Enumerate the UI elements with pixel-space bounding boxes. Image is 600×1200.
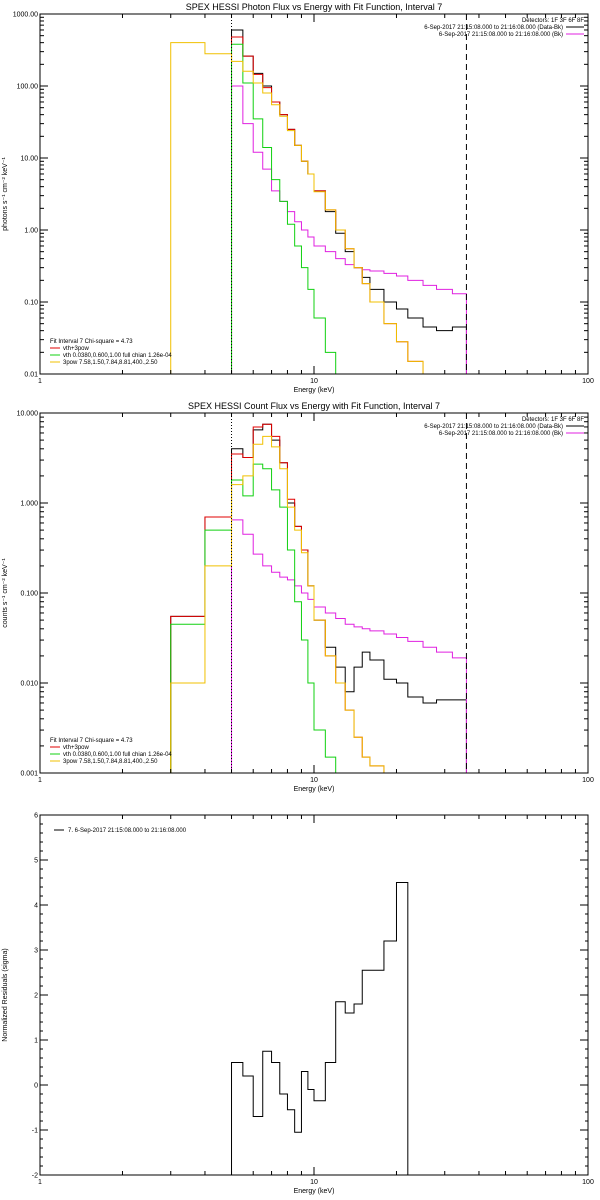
chart-title: SPEX HESSI Count Flux vs Energy with Fit…: [188, 401, 440, 411]
series-bk-line: [231, 519, 467, 773]
y-tick-label: 1.00: [24, 228, 38, 235]
y-tick-label: 3: [34, 948, 38, 955]
y-tick-label: 0.001: [20, 771, 38, 778]
fit-interval-label: Fit Interval 7 Chi-square = 4.73: [50, 738, 133, 744]
series-group: [170, 29, 467, 374]
legend-entry: 6-Sep-2017 21:15:08.000 to 21:16:08.000 …: [439, 431, 563, 437]
legend-entry: 6-Sep-2017 21:15:08.000 to 21:16:08.000 …: [424, 424, 563, 430]
legend-entry: 6-Sep-2017 21:15:08.000 to 21:16:08.000 …: [439, 32, 563, 38]
fit-legend-entry: vth+3pow: [63, 745, 90, 751]
series-bk-line: [231, 85, 467, 374]
panel-1: SPEX HESSI Photon Flux vs Energy with Fi…: [2, 2, 594, 394]
y-tick-label: 10.000: [17, 411, 39, 418]
y-tick-label: 4: [34, 903, 38, 910]
y-tick-label: 0: [34, 1083, 38, 1090]
y-axis-label: Normalized Residuals (sigma): [2, 948, 9, 1041]
y-tick-label: -2: [32, 1173, 38, 1180]
legend-entry: 6-Sep-2017 21:15:08.000 to 21:16:08.000 …: [424, 25, 563, 31]
y-tick-label: 1: [34, 1038, 38, 1045]
x-axis-label: Energy (keV): [294, 387, 335, 394]
fit-legend-entry: vth 0.0380,0.600,1.00 full chian 1.26e-0…: [63, 752, 172, 758]
y-tick-label: 0.100: [20, 591, 38, 598]
series-group: [231, 882, 409, 1175]
panel-3: 1 10 100 -2 -1 0 1 2 3 4 5 6 Energy (keV) Normalized …: [2, 813, 594, 1196]
x-tick-label: 10: [310, 777, 318, 784]
y-axis-label: photons s⁻¹ cm⁻² keV⁻¹: [2, 156, 9, 230]
fit-legend-entry: 3pow 7.58,1.50,7.84,8.81,400.,2.50: [63, 360, 158, 366]
fit-legend-entry: 3pow 7.58,1.50,7.84,8.81,400.,2.50: [63, 759, 158, 765]
residual-legend-entry: 7. 6-Sep-2017 21:15:08.000 to 21:16:08.0…: [68, 828, 187, 834]
fit-interval-label: Fit Interval 7 Chi-square = 4.73: [50, 339, 133, 345]
y-tick-label: 0.010: [20, 681, 38, 688]
series-7-6-sep-2017-21-15-08-000-to-21-16-08-000-line: [231, 882, 409, 1175]
y-tick-label: 0.10: [24, 300, 38, 307]
y-tick-label: 100.00: [17, 84, 39, 91]
fit-legend-entry: vth 0.0380,0.600,1.00 full chian 1.26e-0…: [63, 353, 172, 359]
y-tick-label: 1000.00: [13, 12, 38, 19]
x-axis-label: Energy (keV): [294, 1188, 335, 1195]
detectors-label: Detectors: 1F 3F 6F 8F: [522, 18, 584, 24]
y-tick-label: 6: [34, 813, 38, 820]
x-tick-label: 100: [582, 1179, 594, 1186]
y-tick-label: 0.01: [24, 372, 38, 379]
chart-title: SPEX HESSI Photon Flux vs Energy with Fi…: [186, 2, 443, 12]
y-tick-label: -1: [32, 1128, 38, 1135]
x-tick-label: 1: [38, 1179, 42, 1186]
x-tick-label: 10: [310, 378, 318, 385]
detectors-label: Detectors: 1F 3F 6F 8F: [522, 417, 584, 423]
x-tick-label: 10: [310, 1179, 318, 1186]
fit-legend-entry: vth+3pow: [63, 346, 90, 352]
x-tick-label: 1: [38, 777, 42, 784]
panel-2: SPEX HESSI Count Flux vs Energy with Fit…: [2, 401, 594, 793]
series-3pow-line: [170, 435, 385, 773]
x-axis-label: Energy (keV): [294, 786, 335, 793]
y-tick-label: 5: [34, 858, 38, 865]
x-tick-label: 100: [582, 777, 594, 784]
series-data-bk-line: [231, 29, 467, 374]
x-tick-label: 100: [582, 378, 594, 385]
y-axis-label: counts s⁻¹ cm⁻² keV⁻¹: [2, 558, 9, 628]
y-tick-label: 1.000: [20, 501, 38, 508]
series-vth-line: [231, 43, 337, 374]
y-tick-label: 2: [34, 993, 38, 1000]
series-3pow-line: [170, 42, 424, 374]
x-tick-label: 1: [38, 378, 42, 385]
y-tick-label: 10.00: [20, 156, 38, 163]
